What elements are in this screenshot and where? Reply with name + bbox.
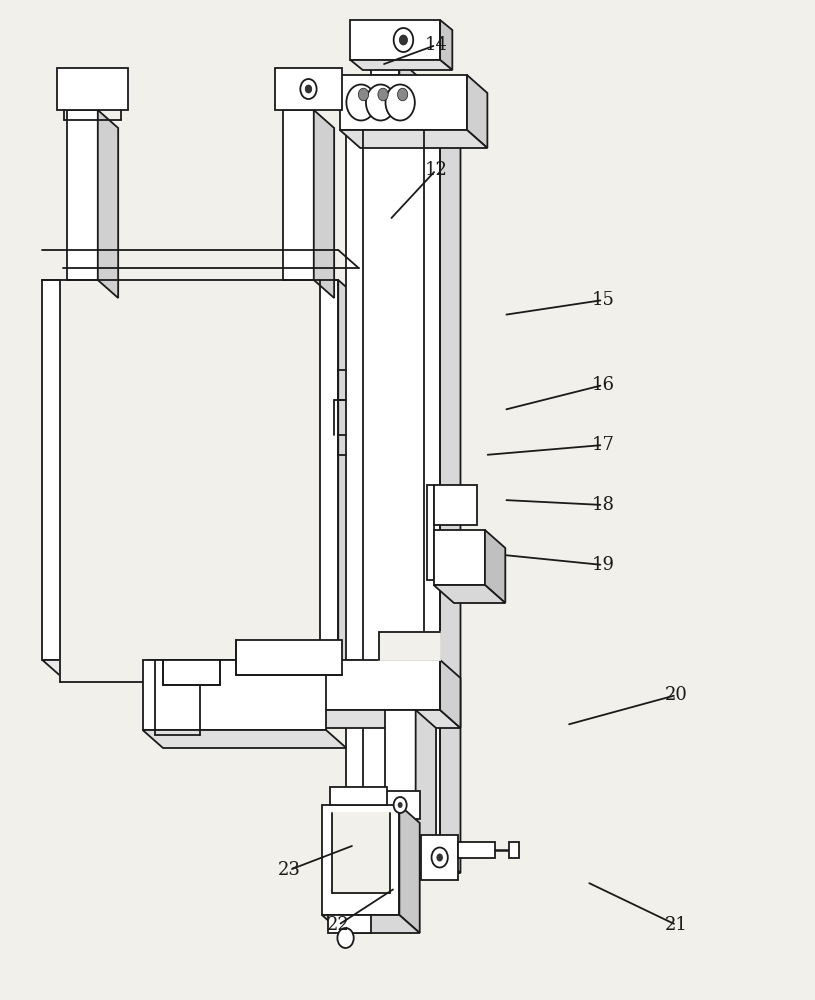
Bar	[332, 813, 390, 893]
Circle shape	[385, 85, 415, 120]
Circle shape	[432, 847, 448, 867]
Polygon shape	[340, 130, 487, 148]
Polygon shape	[399, 805, 420, 933]
Bar	[434, 530, 485, 585]
Polygon shape	[346, 855, 460, 873]
Bar	[147, 660, 440, 710]
Bar	[283, 110, 314, 280]
Polygon shape	[338, 280, 359, 678]
Circle shape	[378, 88, 388, 101]
Bar	[330, 787, 387, 805]
Circle shape	[346, 85, 376, 120]
Bar	[350, 20, 440, 60]
Polygon shape	[434, 585, 505, 603]
Circle shape	[437, 853, 443, 861]
Text: 19: 19	[592, 556, 615, 574]
Text: 17: 17	[592, 436, 615, 454]
Bar	[57, 68, 128, 110]
Polygon shape	[416, 710, 436, 873]
Circle shape	[398, 802, 403, 808]
Polygon shape	[350, 60, 452, 70]
Bar	[67, 110, 98, 280]
Circle shape	[394, 28, 413, 52]
Bar	[434, 485, 477, 525]
Bar	[163, 660, 220, 685]
Polygon shape	[399, 60, 420, 93]
Bar	[60, 280, 320, 682]
Bar	[143, 660, 326, 730]
Bar	[371, 60, 399, 75]
Bar	[381, 791, 420, 819]
Text: 14: 14	[425, 36, 447, 54]
Circle shape	[301, 79, 316, 99]
Text: 18: 18	[592, 496, 615, 514]
Bar	[346, 130, 440, 855]
Circle shape	[366, 85, 395, 120]
Circle shape	[337, 928, 354, 948]
Polygon shape	[440, 660, 460, 728]
Text: 23: 23	[278, 861, 301, 879]
Polygon shape	[314, 110, 334, 298]
Circle shape	[394, 797, 407, 813]
Text: 12: 12	[425, 161, 447, 179]
Text: 20: 20	[665, 686, 688, 704]
Text: 21: 21	[665, 916, 688, 934]
Bar	[328, 915, 371, 933]
Bar	[427, 485, 434, 580]
Bar	[346, 660, 359, 710]
Polygon shape	[485, 530, 505, 603]
Bar	[275, 68, 342, 110]
Polygon shape	[440, 130, 460, 873]
Polygon shape	[322, 915, 420, 933]
Bar	[509, 841, 519, 857]
Bar	[458, 841, 495, 857]
Text: 15: 15	[592, 291, 615, 309]
Polygon shape	[440, 20, 452, 70]
Text: 16: 16	[592, 376, 615, 394]
Circle shape	[399, 35, 408, 45]
Circle shape	[398, 88, 408, 101]
Bar	[236, 640, 342, 675]
Polygon shape	[143, 730, 346, 748]
Polygon shape	[42, 660, 359, 678]
Polygon shape	[147, 710, 460, 728]
Bar	[322, 805, 399, 915]
Bar	[340, 75, 467, 130]
Bar	[42, 280, 338, 660]
Text: 22: 22	[327, 916, 350, 934]
Bar	[379, 632, 440, 660]
Polygon shape	[98, 110, 118, 298]
Bar	[385, 710, 416, 855]
Circle shape	[306, 85, 312, 93]
Polygon shape	[467, 75, 487, 148]
Circle shape	[359, 88, 368, 101]
Bar	[421, 835, 458, 880]
